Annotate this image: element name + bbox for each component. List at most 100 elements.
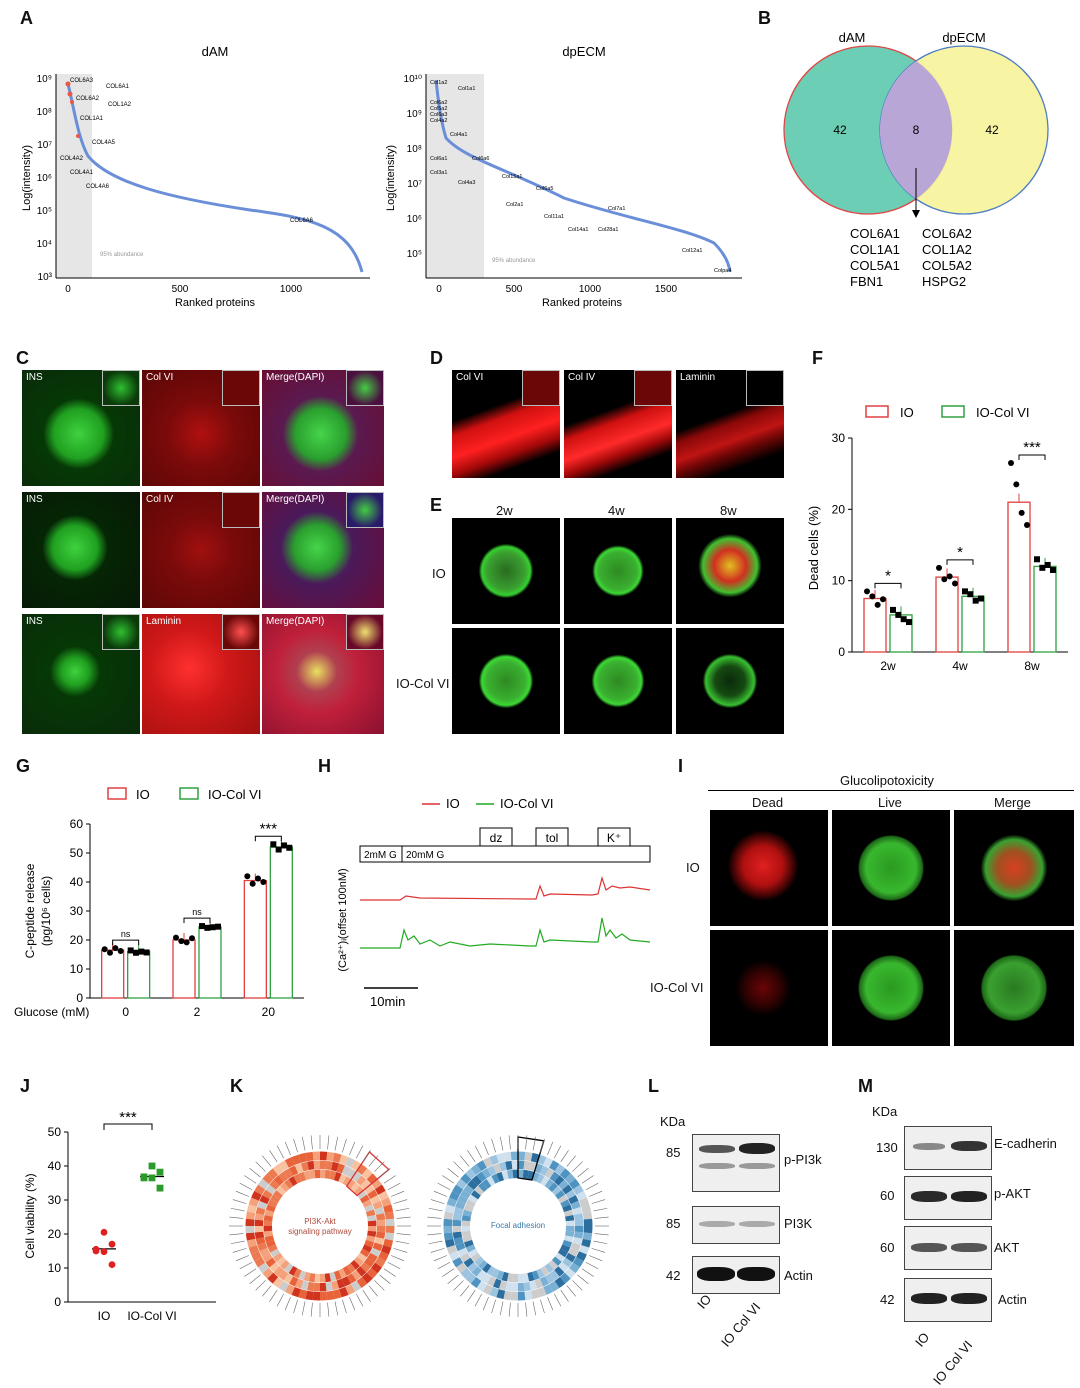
y-tick-label: 50 (48, 1125, 62, 1139)
sig-bracket (254, 835, 282, 842)
gene-label-mark (572, 1161, 583, 1172)
protein-label: Col4a2 (430, 118, 447, 124)
gene-label-mark (430, 1248, 445, 1253)
gene-label-mark (249, 1274, 261, 1284)
gene-label-mark (589, 1190, 603, 1197)
ring-cell (496, 1152, 506, 1163)
ring-cell (269, 1262, 280, 1273)
ring-cell (505, 1160, 513, 1171)
ring-cell (360, 1179, 371, 1190)
ring-cell (288, 1176, 298, 1187)
gene-label-mark (284, 1141, 291, 1155)
ring-cell (510, 1291, 518, 1301)
gene-label-mark (566, 1285, 576, 1297)
bar-1 (961, 595, 985, 653)
protein-label: COL6A1 (106, 84, 130, 90)
ytick: 10⁹ (37, 74, 52, 85)
bar-0 (863, 597, 887, 653)
ring-cell (544, 1273, 555, 1284)
ring-cell (345, 1157, 356, 1168)
data-point (100, 1248, 108, 1256)
data-point (962, 588, 968, 595)
ring-cell (251, 1251, 262, 1262)
kda-label: KDa (660, 1114, 686, 1129)
blot-p-pi3k (692, 1134, 780, 1192)
ring-cell (270, 1194, 281, 1204)
ring-cell (364, 1239, 375, 1248)
blot-name: Actin (784, 1268, 813, 1283)
ring-cell (326, 1290, 335, 1301)
data-point (941, 576, 948, 583)
mw-label: 42 (880, 1292, 895, 1307)
gene-label-mark (474, 1293, 482, 1307)
mw-label: 85 (666, 1216, 681, 1231)
ring-cell (468, 1248, 479, 1258)
ring-cell (289, 1276, 299, 1287)
venn-mid-count: 8 (913, 123, 920, 137)
protein-label: Col1a1 (458, 86, 475, 92)
gene-label-mark (508, 1135, 511, 1150)
ring-cell (341, 1165, 351, 1176)
ring-cell (557, 1194, 568, 1204)
protein-label: Col6a1 (430, 156, 447, 162)
ring-cell (314, 1169, 320, 1179)
blot-name: PI3K (784, 1216, 813, 1231)
y-axis-label: Log(intensity) (385, 145, 397, 211)
gene-label-mark (362, 1289, 371, 1302)
data-point (108, 1240, 116, 1248)
ring-cell (562, 1204, 573, 1213)
protein-label: COL1A2 (108, 102, 132, 108)
ring-cell (461, 1226, 471, 1232)
ring-cell (245, 1232, 256, 1241)
blot-name: p-AKT (994, 1186, 1031, 1201)
bar-0 (172, 939, 196, 999)
gene-label-mark (269, 1289, 278, 1302)
data-point (204, 924, 211, 931)
micrograph-ins-1: INS (22, 370, 140, 486)
ring-cell (569, 1178, 580, 1190)
ring-cell (465, 1168, 477, 1180)
ring-cell (551, 1256, 562, 1266)
ring-cell (367, 1220, 377, 1226)
ytick: 10⁶ (407, 214, 422, 225)
gene-label-mark (255, 1280, 266, 1291)
ring-cell (503, 1151, 512, 1162)
ring-cell (548, 1182, 558, 1193)
ring-cell (476, 1270, 487, 1281)
gene-label-mark (244, 1175, 257, 1184)
data-point (874, 601, 881, 608)
bar-1 (198, 926, 222, 999)
ring-cell (383, 1204, 394, 1214)
gene-label-mark (594, 1216, 609, 1219)
data-point (178, 938, 185, 945)
y-axis-label-2: (pg/10⁶ cells) (39, 876, 53, 946)
ring-cell (255, 1237, 266, 1246)
micrograph-d-coliv: Col IV (564, 370, 672, 478)
x-tick-label: 20 (262, 1005, 276, 1019)
protein-label: Col14a1 (568, 227, 589, 233)
data-point (972, 597, 979, 604)
ring-cell (569, 1262, 580, 1274)
ring-cell (259, 1247, 270, 1257)
blot-actin-l (692, 1256, 780, 1294)
ring-cell (262, 1189, 273, 1200)
ring-cell (452, 1257, 464, 1268)
gene-label-mark (482, 1141, 489, 1155)
ring-cell (549, 1270, 560, 1281)
ring-cell (539, 1276, 549, 1287)
ring-cell (246, 1204, 257, 1214)
ring-cell (383, 1238, 394, 1248)
bar-0 (243, 879, 267, 999)
ring-cell (351, 1280, 362, 1292)
data-point (138, 948, 145, 955)
ring-cell (531, 1270, 540, 1281)
ring-cell (456, 1178, 467, 1190)
ring-cell (267, 1168, 279, 1180)
ring-cell (460, 1173, 472, 1185)
ring-cell (457, 1195, 468, 1205)
ring-cell (255, 1206, 266, 1215)
panel-letter-e: E (430, 495, 443, 515)
gene-label-mark (244, 1268, 257, 1277)
ring-cell (491, 1173, 500, 1184)
ring-cell (555, 1252, 565, 1262)
